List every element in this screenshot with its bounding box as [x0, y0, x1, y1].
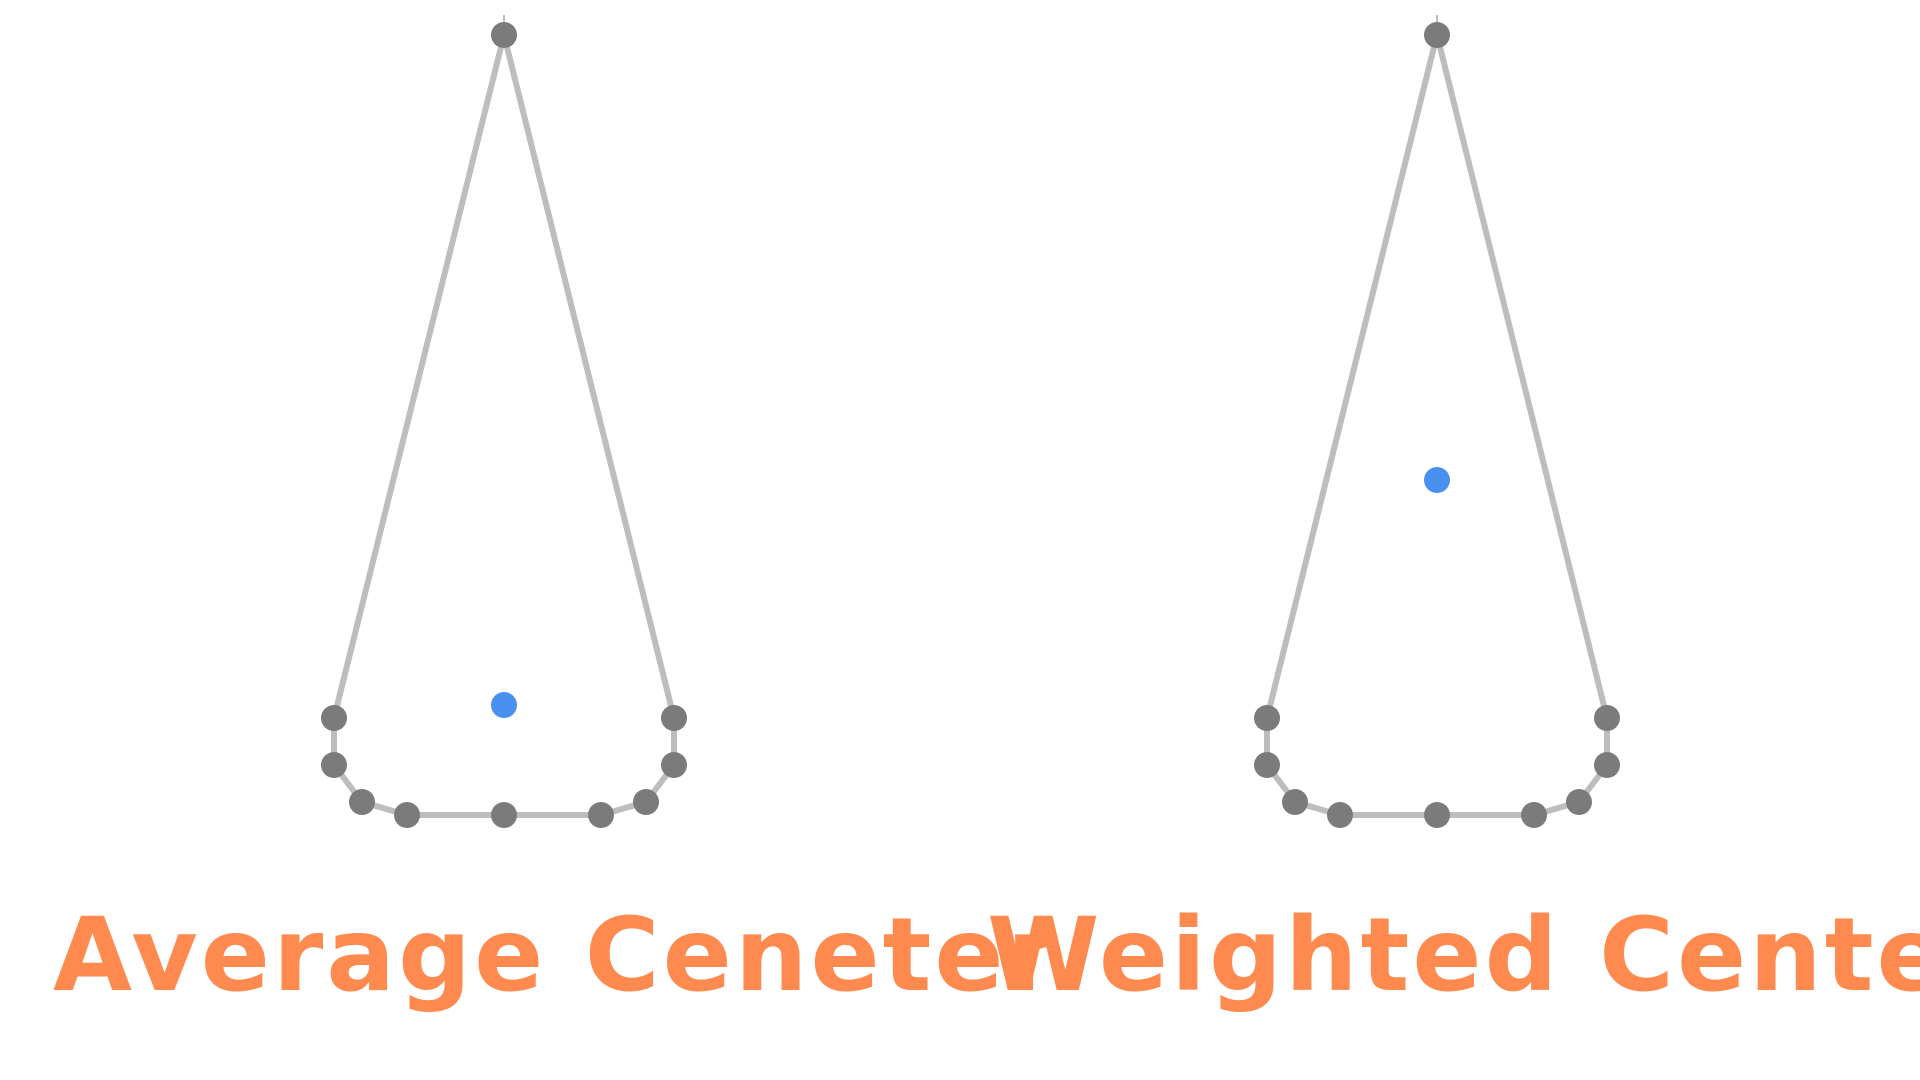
panel-weighted-center	[1254, 15, 1620, 828]
weighted-center-point	[1424, 467, 1450, 493]
vertex-point	[1327, 802, 1353, 828]
vertex-point	[394, 802, 420, 828]
vertex-point	[1254, 752, 1280, 778]
polygon-outline	[1264, 34, 1610, 818]
vertex-point	[491, 802, 517, 828]
vertex-point	[321, 705, 347, 731]
panel-average-center	[321, 15, 687, 828]
vertex-point	[1282, 789, 1308, 815]
vertex-point	[661, 705, 687, 731]
caption-weighted-center: Weighted Center	[987, 896, 1920, 1015]
vertex-point	[661, 752, 687, 778]
vertex-point	[1424, 22, 1450, 48]
vertex-point	[1424, 802, 1450, 828]
average-center-point	[491, 692, 517, 718]
vertex-point	[1594, 705, 1620, 731]
vertex-point	[321, 752, 347, 778]
caption-average-center: Average Ceneter	[53, 896, 1060, 1015]
vertex-point	[349, 789, 375, 815]
vertex-point	[633, 789, 659, 815]
vertex-point	[491, 22, 517, 48]
vertex-point	[1521, 802, 1547, 828]
vertex-point	[1254, 705, 1280, 731]
vertex-point	[1566, 789, 1592, 815]
vertex-point	[1594, 752, 1620, 778]
vertex-point	[588, 802, 614, 828]
